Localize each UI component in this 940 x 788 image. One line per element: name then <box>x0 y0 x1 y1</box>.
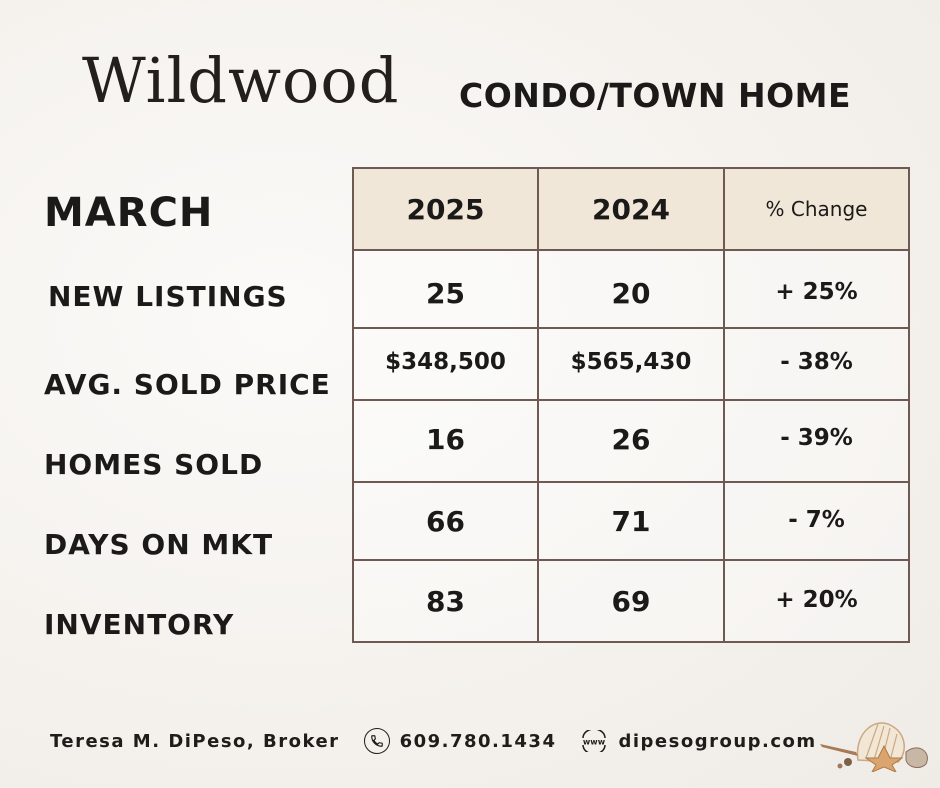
cell-homes-sold-change: - 39% <box>723 399 910 483</box>
cell-avg-sold-price-change: - 38% <box>723 327 910 401</box>
cell-inventory-2024: 69 <box>537 559 725 643</box>
property-type-subtitle: CONDO/TOWN HOME <box>459 76 852 115</box>
cell-days-on-mkt-2024: 71 <box>537 481 725 561</box>
column-header-2025: 2025 <box>352 167 539 251</box>
cell-inventory-change: + 20% <box>723 559 910 643</box>
seashells-decoration <box>818 712 934 774</box>
row-label-new-listings: NEW LISTINGS <box>48 280 288 313</box>
table-row: 25 20 + 25% <box>352 249 910 329</box>
stats-table: 2025 2024 % Change 25 20 + 25% $348,500 … <box>352 167 910 643</box>
cell-new-listings-2025: 25 <box>352 249 539 329</box>
cell-new-listings-2024: 20 <box>537 249 725 329</box>
month-label: MARCH <box>44 190 214 236</box>
agent-name: Teresa M. DiPeso, Broker <box>50 730 340 752</box>
cell-days-on-mkt-change: - 7% <box>723 481 910 561</box>
cell-days-on-mkt-2025: 66 <box>352 481 539 561</box>
row-label-days-on-mkt: DAYS ON MKT <box>44 528 274 561</box>
table-header-row: 2025 2024 % Change <box>352 167 910 251</box>
table-row: $348,500 $565,430 - 38% <box>352 327 910 401</box>
cell-new-listings-change: + 25% <box>723 249 910 329</box>
www-label: www <box>583 738 606 747</box>
cell-avg-sold-price-2025: $348,500 <box>352 327 539 401</box>
row-label-inventory: INVENTORY <box>44 608 235 641</box>
table-row: 16 26 - 39% <box>352 399 910 483</box>
row-label-homes-sold: HOMES SOLD <box>44 448 264 481</box>
table-row: 83 69 + 20% <box>352 559 910 643</box>
cell-homes-sold-2024: 26 <box>537 399 725 483</box>
cell-avg-sold-price-2024: $565,430 <box>537 327 725 401</box>
cell-inventory-2025: 83 <box>352 559 539 643</box>
page-title: Wildwood <box>82 44 400 117</box>
cell-homes-sold-2025: 16 <box>352 399 539 483</box>
globe-icon: www <box>580 729 608 753</box>
table-row: 66 71 - 7% <box>352 481 910 561</box>
phone-icon <box>363 728 390 754</box>
row-label-avg-sold-price: AVG. SOLD PRICE <box>44 368 331 401</box>
column-header-change: % Change <box>723 167 910 251</box>
contact-footer: Teresa M. DiPeso, Broker 609.780.1434 ww… <box>50 728 817 754</box>
column-header-2024: 2024 <box>537 167 725 251</box>
phone-link[interactable]: 609.780.1434 <box>399 730 557 752</box>
website-link[interactable]: dipesogroup.com <box>618 730 817 752</box>
